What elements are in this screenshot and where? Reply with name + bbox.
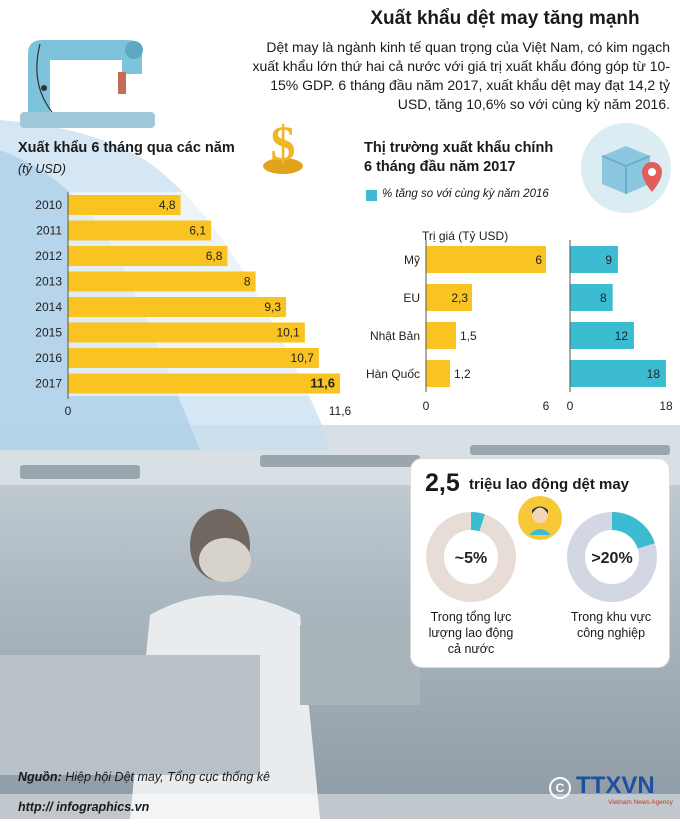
- website-link[interactable]: http:// infographics.vn: [18, 800, 150, 814]
- growth-bar-label: 12: [615, 329, 629, 343]
- logo-sub: Vietnam News Agency: [608, 799, 673, 806]
- export-bar: [68, 246, 228, 266]
- x-tick-label: 6: [543, 399, 550, 413]
- bar-value-label: 6,1: [189, 224, 206, 238]
- value-bar: [426, 360, 450, 387]
- export-bar: [68, 297, 287, 317]
- footer-bar: [0, 794, 680, 819]
- value-bar-label: 2,3: [451, 291, 468, 305]
- labor-big-number: 2,5: [425, 469, 460, 497]
- year-label: 2017: [35, 377, 62, 391]
- year-label: 2015: [35, 326, 62, 340]
- donut-chart-industry: >20%: [567, 512, 657, 602]
- legend-swatch: [366, 190, 377, 201]
- donut1-label: ~5%: [455, 550, 487, 567]
- x-tick-label: 0: [567, 399, 574, 413]
- left-bar-chart: 2010 4,8 2011 6,1 2012 6,8 2013 8 2014 9,3 2015 10,…: [35, 192, 352, 418]
- growth-bar: [570, 360, 666, 387]
- year-label: 2014: [35, 300, 62, 314]
- right-chart-heading-line2: 6 tháng đầu năm 2017: [364, 159, 516, 175]
- market-label: Mỹ: [404, 253, 420, 267]
- growth-bar-label: 18: [647, 367, 661, 381]
- value-bar: [426, 246, 546, 273]
- export-bar: [68, 271, 256, 292]
- growth-bar-label: 8: [600, 291, 607, 305]
- year-label: 2010: [35, 198, 62, 212]
- year-label: 2012: [35, 249, 62, 263]
- factory-scene: [0, 425, 680, 819]
- export-bar: [68, 373, 340, 394]
- dollar-coin-icon: $: [263, 116, 303, 174]
- bar-value-label: 8: [244, 275, 251, 289]
- bar-value-label: 6,8: [206, 249, 223, 263]
- donut1-caption-line: cả nước: [447, 642, 495, 656]
- source-text: Hiệp hội Dệt may, Tổng cục thống kê: [65, 770, 270, 784]
- donut1-caption-line: lượng lao động: [428, 626, 514, 640]
- value-bar-label: 1,2: [454, 367, 471, 381]
- sewing-machine-icon: [20, 40, 155, 128]
- labor-panel: 2,5 triệu lao động dệt may ~5% >20% Tron…: [410, 458, 670, 668]
- donut1-caption: Trong tổng lực lượng lao động cả nước: [415, 609, 527, 657]
- value-bar-label: 6: [535, 253, 542, 267]
- intro-paragraph: Dệt may là ngành kinh tế quan trọng của …: [252, 39, 670, 112]
- market-label: EU: [403, 291, 420, 305]
- value-bar: [426, 322, 456, 349]
- donut2-caption-line: Trong khu vực: [570, 610, 652, 624]
- market-label: Nhật Bản: [370, 329, 420, 343]
- svg-text:$: $: [271, 116, 296, 171]
- export-bar: [68, 195, 181, 215]
- export-bar: [68, 348, 319, 368]
- worker-avatar-icon: [518, 496, 562, 540]
- growth-bar-label: 9: [605, 253, 612, 267]
- export-bar: [68, 220, 212, 241]
- value-bar: [426, 284, 472, 311]
- x-tick-label: 18: [659, 399, 673, 413]
- svg-text:C: C: [556, 781, 565, 795]
- donut-chart-workforce: ~5%: [426, 512, 516, 602]
- bar-value-label: 4,8: [159, 198, 176, 212]
- donut1-slice: [470, 512, 485, 532]
- page-title: Xuất khẩu dệt may tăng mạnh: [370, 8, 640, 29]
- bar-value-label: 9,3: [264, 300, 281, 314]
- growth-bar: [570, 322, 634, 349]
- legend-label: % tăng so với cùng kỳ năm 2016: [382, 188, 549, 200]
- bar-value-label: 10,7: [291, 351, 315, 365]
- x-tick-label: 11,6: [329, 404, 352, 418]
- x-tick-label: 0: [423, 399, 430, 413]
- year-label: 2011: [36, 224, 62, 238]
- donut2-caption: Trong khu vực công nghiệp: [555, 609, 667, 641]
- bar-value-label: 11,6: [310, 376, 335, 391]
- year-label: 2013: [35, 275, 62, 289]
- donut2-slice: [611, 512, 655, 550]
- right-bar-chart: Mỹ 6 9 EU 2,3 8 Nhật Bản 1,5 12 Hàn Quốc 1,2 18 0 6 0 1…: [366, 240, 673, 413]
- right-chart-heading-line1: Thị trường xuất khẩu chính: [364, 140, 554, 156]
- ttxvn-logo: C TTXVN Vietnam News Agency: [548, 768, 678, 812]
- donut1-caption-line: Trong tổng lực: [430, 610, 512, 624]
- x-tick-label: 0: [65, 404, 72, 418]
- copyright-icon: C: [549, 777, 571, 799]
- donut2-label: >20%: [591, 550, 632, 567]
- bar-value-label: 10,1: [276, 326, 300, 340]
- year-label: 2016: [35, 351, 62, 365]
- logo-text: TTXVN: [576, 772, 655, 799]
- value-label: Trị giá (Tỷ USD): [422, 229, 509, 243]
- left-chart-unit: (tỷ USD): [18, 162, 66, 176]
- donut2-caption-line: công nghiệp: [576, 626, 646, 640]
- source: Nguồn: Hiệp hội Dệt may, Tổng cục thống …: [18, 770, 270, 784]
- left-chart-heading: Xuất khẩu 6 tháng qua các năm: [18, 140, 235, 156]
- market-label: Hàn Quốc: [366, 367, 420, 381]
- labor-unit: triệu lao động dệt may: [469, 476, 630, 493]
- source-label: Nguồn:: [18, 770, 62, 784]
- box-location-icon: [581, 123, 671, 213]
- export-bar: [68, 322, 305, 343]
- growth-bar: [570, 246, 618, 273]
- value-bar-label: 1,5: [460, 329, 477, 343]
- growth-bar: [570, 284, 613, 311]
